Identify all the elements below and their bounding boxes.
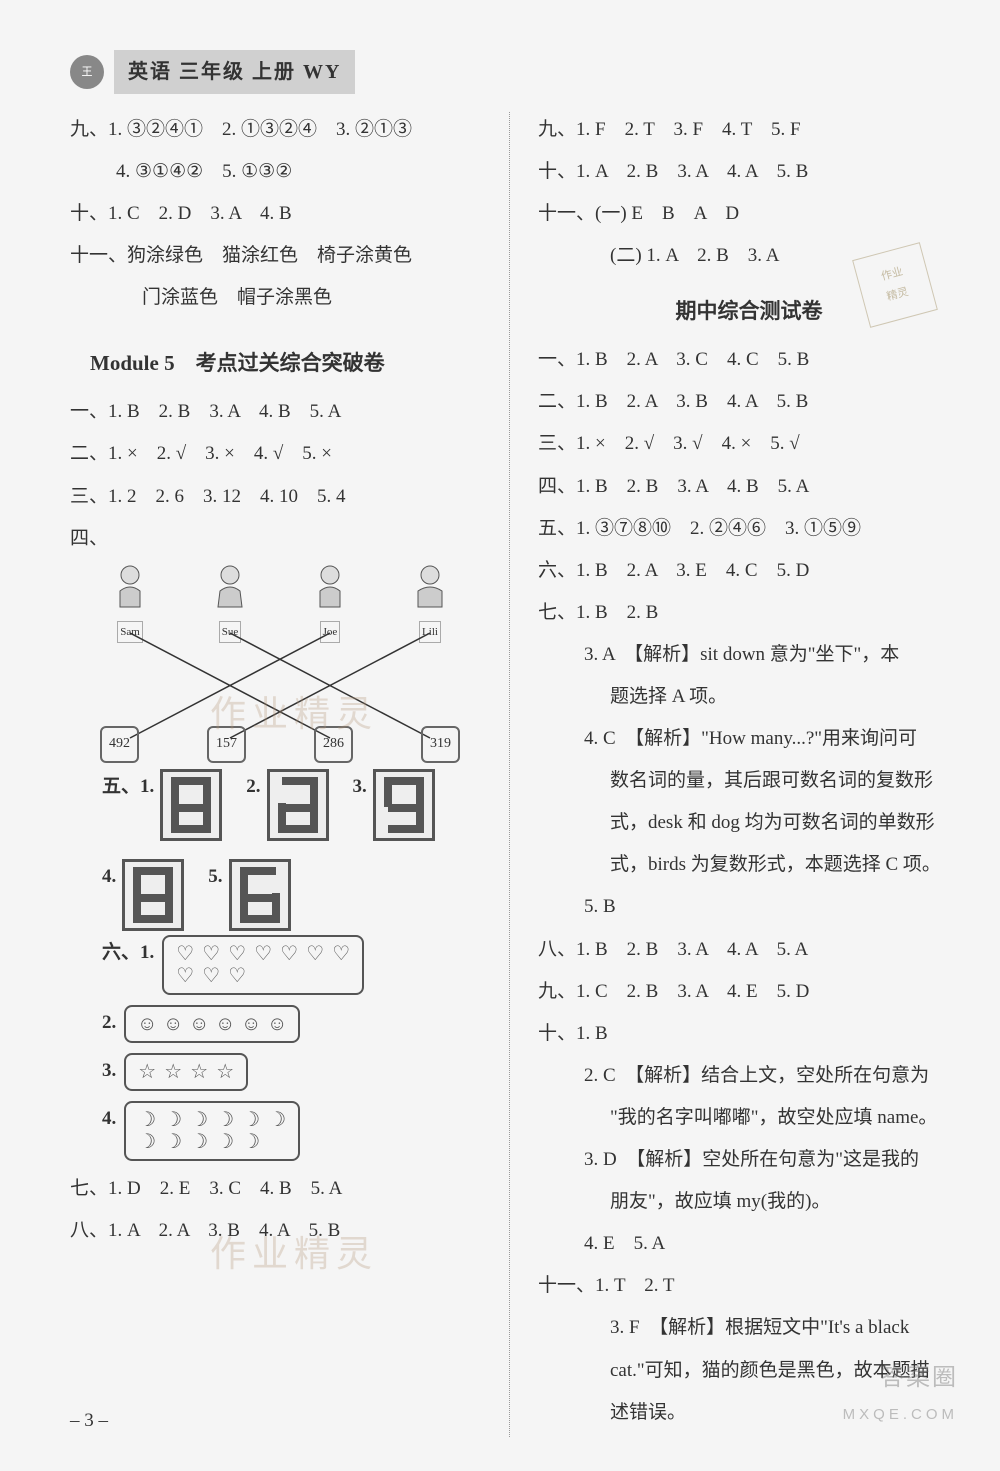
matching-diagram: Sam Sue Joe Lili: [100, 563, 460, 763]
module5-title: Module 5 考点过关综合突破卷: [90, 344, 491, 384]
answer-line: 七、1. B 2. B: [538, 595, 960, 631]
segment-display: [160, 769, 222, 841]
explain-line: 4. C 【解析】"How many...?"用来询问可: [538, 721, 960, 757]
number-box: 286: [314, 726, 353, 763]
shape-box: ☆☆☆☆: [124, 1053, 248, 1091]
content-columns: 九、1. ③②④① 2. ①③②④ 3. ②①③ 4. ③①④② 5. ①③② …: [70, 112, 960, 1437]
explain-line: 数名词的量，其后跟可数名词的复数形: [538, 763, 960, 799]
explain-line: "我的名字叫嘟嘟"，故空处应填 name。: [538, 1100, 960, 1136]
five-item: 五、1.: [102, 769, 222, 841]
answer-line: 5. B: [538, 889, 960, 925]
answer-line: 三、1. × 2. √ 3. √ 4. × 5. √: [538, 426, 960, 462]
segment-display: [373, 769, 435, 841]
explain-line: 2. C 【解析】结合上文，空处所在句意为: [538, 1058, 960, 1094]
logo-icon: 王: [70, 55, 104, 89]
shape-box: ♡♡♡♡♡♡♡ ♡♡♡: [162, 935, 364, 995]
answer-line: 七、1. D 2. E 3. C 4. B 5. A: [70, 1171, 491, 1207]
left-column: 九、1. ③②④① 2. ①③②④ 3. ②①③ 4. ③①④② 5. ①③② …: [70, 112, 510, 1437]
five-item: 2.: [246, 769, 328, 841]
answer-line: 二、1. × 2. √ 3. × 4. √ 5. ×: [70, 436, 491, 472]
answer-line: 4. ③①④② 5. ①③②: [70, 154, 491, 190]
explain-line: 3. A 【解析】sit down 意为"坐下"，本: [538, 637, 960, 673]
shape-box: ☺☺☺☺☺☺: [124, 1005, 300, 1043]
page-header: 王 英语 三年级 上册 WY: [70, 50, 960, 94]
segment-display: [267, 769, 329, 841]
six-item: 六、1. ♡♡♡♡♡♡♡ ♡♡♡: [102, 935, 491, 995]
answer-line: 十、1. A 2. B 3. A 4. A 5. B: [538, 154, 960, 190]
number-box: 157: [207, 726, 246, 763]
answer-line: 五、1. ③⑦⑧⑩ 2. ②④⑥ 3. ①⑤⑨: [538, 511, 960, 547]
explain-line: 题选择 A 项。: [538, 679, 960, 715]
answer-line: 十、1. C 2. D 3. A 4. B: [70, 196, 491, 232]
watermark: 答案圈 MXQE.COM: [843, 1355, 958, 1429]
watermark-line2: MXQE.COM: [843, 1401, 958, 1430]
explain-line: 式，birds 为复数形式，本题选择 C 项。: [538, 847, 960, 883]
explain-line: 3. D 【解析】空处所在句意为"这是我的: [538, 1142, 960, 1178]
segment-display: [122, 859, 184, 931]
page-number: – 3 –: [70, 1403, 108, 1439]
explain-line: 3. F 【解析】根据短文中"It's a black: [538, 1310, 960, 1346]
header-title: 英语 三年级 上册 WY: [114, 50, 355, 94]
watermark-line1: 答案圈: [843, 1355, 958, 1401]
number-row: 492 157 286 319: [100, 726, 460, 763]
answer-line: 十一、1. T 2. T: [538, 1268, 960, 1304]
number-box: 492: [100, 726, 139, 763]
five-item: 4.: [102, 859, 184, 931]
six-item: 2. ☺☺☺☺☺☺: [102, 1005, 491, 1043]
answer-line: 四、1. B 2. B 3. A 4. B 5. A: [538, 469, 960, 505]
answer-line: 一、1. B 2. A 3. C 4. C 5. B: [538, 342, 960, 378]
answer-line: 二、1. B 2. A 3. B 4. A 5. B: [538, 384, 960, 420]
answer-line: 八、1. A 2. A 3. B 4. A 5. B: [70, 1213, 491, 1249]
answer-line: 八、1. B 2. B 3. A 4. A 5. A: [538, 932, 960, 968]
answer-line: 一、1. B 2. B 3. A 4. B 5. A: [70, 394, 491, 430]
answer-line: 三、1. 2 2. 6 3. 12 4. 10 5. 4: [70, 479, 491, 515]
answer-line: 六、1. B 2. A 3. E 4. C 5. D: [538, 553, 960, 589]
five-item: 3.: [353, 769, 435, 841]
explain-line: 式，desk 和 dog 均为可数名词的单数形: [538, 805, 960, 841]
section-4-label: 四、: [70, 521, 491, 557]
section-6: 六、1. ♡♡♡♡♡♡♡ ♡♡♡ 2. ☺☺☺☺☺☺ 3. ☆☆☆☆ 4. ☽☽…: [102, 935, 491, 1161]
answer-line: 门涂蓝色 帽子涂黑色: [70, 280, 491, 316]
answer-line: 十一、狗涂绿色 猫涂红色 椅子涂黄色: [70, 238, 491, 274]
five-item: 5.: [208, 859, 290, 931]
answer-line: 4. E 5. A: [538, 1226, 960, 1262]
six-item: 4. ☽☽☽☽☽☽ ☽☽☽☽☽: [102, 1101, 491, 1161]
shape-box: ☽☽☽☽☽☽ ☽☽☽☽☽: [124, 1101, 300, 1161]
segment-display: [229, 859, 291, 931]
number-box: 319: [421, 726, 460, 763]
answer-line: 十、1. B: [538, 1016, 960, 1052]
answer-line: 九、1. F 2. T 3. F 4. T 5. F: [538, 112, 960, 148]
six-item: 3. ☆☆☆☆: [102, 1053, 491, 1091]
answer-line: 十一、(一) E B A D: [538, 196, 960, 232]
section-5-grid: 五、1. 2. 3. 4.: [102, 769, 491, 931]
answer-line: 九、1. C 2. B 3. A 4. E 5. D: [538, 974, 960, 1010]
answer-line: 九、1. ③②④① 2. ①③②④ 3. ②①③: [70, 112, 491, 148]
explain-line: 朋友"，故应填 my(我的)。: [538, 1184, 960, 1220]
